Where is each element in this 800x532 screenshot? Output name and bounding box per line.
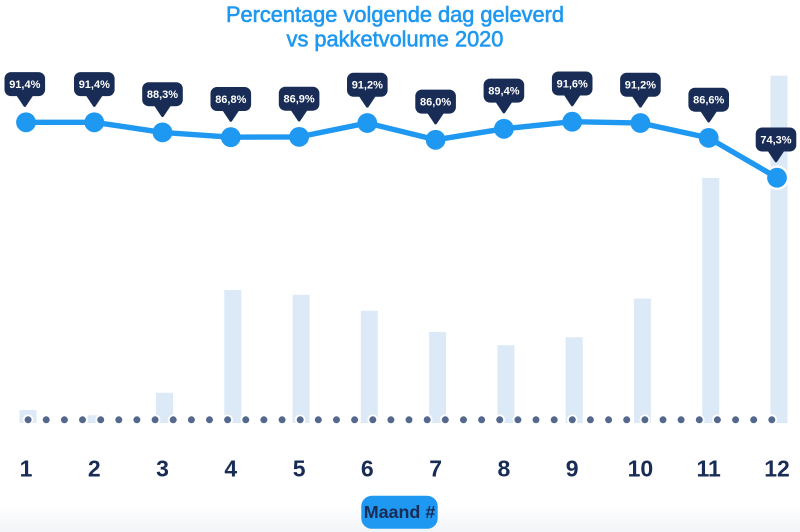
svg-text:91,6%: 91,6% [557, 78, 588, 90]
svg-text:91,4%: 91,4% [79, 79, 110, 91]
svg-text:86,6%: 86,6% [693, 95, 724, 107]
svg-text:9: 9 [566, 456, 579, 482]
svg-text:86,8%: 86,8% [215, 94, 246, 106]
svg-text:Percentage volgende dag geleve: Percentage volgende dag geleverd [226, 2, 564, 27]
svg-text:86,0%: 86,0% [420, 97, 451, 109]
svg-text:74,3%: 74,3% [760, 134, 791, 146]
svg-text:vs pakketvolume 2020: vs pakketvolume 2020 [287, 26, 504, 51]
svg-text:91,2%: 91,2% [625, 80, 656, 92]
svg-text:5: 5 [293, 456, 306, 482]
svg-text:Maand #: Maand # [364, 502, 436, 522]
svg-text:6: 6 [361, 456, 374, 482]
svg-text:2: 2 [88, 456, 101, 482]
svg-text:3: 3 [156, 456, 169, 482]
svg-text:1: 1 [20, 456, 33, 482]
svg-text:86,9%: 86,9% [283, 94, 314, 106]
svg-text:8: 8 [498, 456, 511, 482]
svg-text:7: 7 [429, 456, 442, 482]
svg-text:11: 11 [697, 456, 722, 482]
svg-text:10: 10 [628, 456, 654, 482]
svg-text:91,4%: 91,4% [9, 79, 40, 91]
svg-text:88,3%: 88,3% [147, 89, 178, 101]
svg-text:91,2%: 91,2% [352, 80, 383, 92]
svg-text:89,4%: 89,4% [488, 86, 519, 98]
svg-text:12: 12 [764, 456, 790, 482]
svg-text:4: 4 [224, 456, 237, 482]
